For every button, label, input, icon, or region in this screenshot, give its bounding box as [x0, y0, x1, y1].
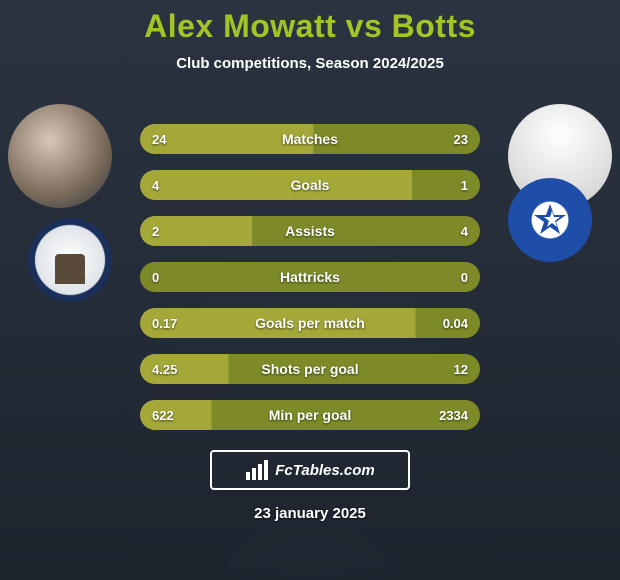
stat-value-right: 0: [461, 270, 468, 285]
star-crescent-icon: [530, 200, 570, 240]
chart-icon: [245, 460, 269, 480]
stat-value-right: 23: [454, 132, 468, 147]
stat-value-right: 0.04: [443, 316, 468, 331]
club-logo-right: [508, 178, 592, 262]
stat-value-right: 4: [461, 224, 468, 239]
stat-value-left: 24: [152, 132, 166, 147]
stat-value-left: 4: [152, 178, 159, 193]
subtitle: Club competitions, Season 2024/2025: [0, 55, 620, 72]
stat-value-left: 0: [152, 270, 159, 285]
stat-value-left: 2: [152, 224, 159, 239]
stat-label: Hattricks: [280, 269, 340, 285]
stat-value-left: 622: [152, 408, 174, 423]
footer-brand-logo: FcTables.com: [210, 450, 410, 490]
stat-row: 4 Goals 1: [140, 170, 480, 200]
stat-label: Shots per goal: [261, 361, 358, 377]
stat-value-right: 1: [461, 178, 468, 193]
content-root: Alex Mowatt vs Botts Club competitions, …: [0, 0, 620, 580]
stat-row: 622 Min per goal 2334: [140, 400, 480, 430]
stat-row: 4.25 Shots per goal 12: [140, 354, 480, 384]
stat-row: 24 Matches 23: [140, 124, 480, 154]
stat-value-right: 2334: [439, 408, 468, 423]
stat-row: 0.17 Goals per match 0.04: [140, 308, 480, 338]
stat-bars-container: 24Matches234Goals12Assists40Hattricks00.…: [140, 124, 480, 446]
stat-row: 0 Hattricks 0: [140, 262, 480, 292]
stat-label: Matches: [282, 131, 338, 147]
footer-brand-text: FcTables.com: [275, 462, 374, 479]
stat-value-left: 0.17: [152, 316, 177, 331]
stat-label: Goals: [291, 177, 330, 193]
stat-value-left: 4.25: [152, 362, 177, 377]
stat-value-right: 12: [454, 362, 468, 377]
stat-label: Assists: [285, 223, 335, 239]
footer-date: 23 january 2025: [254, 505, 366, 522]
stat-label: Goals per match: [255, 315, 365, 331]
player-photo-left: [8, 104, 112, 208]
stat-row: 2 Assists 4: [140, 216, 480, 246]
club-logo-left: [28, 218, 112, 302]
page-title: Alex Mowatt vs Botts: [0, 8, 620, 45]
stat-label: Min per goal: [269, 407, 351, 423]
